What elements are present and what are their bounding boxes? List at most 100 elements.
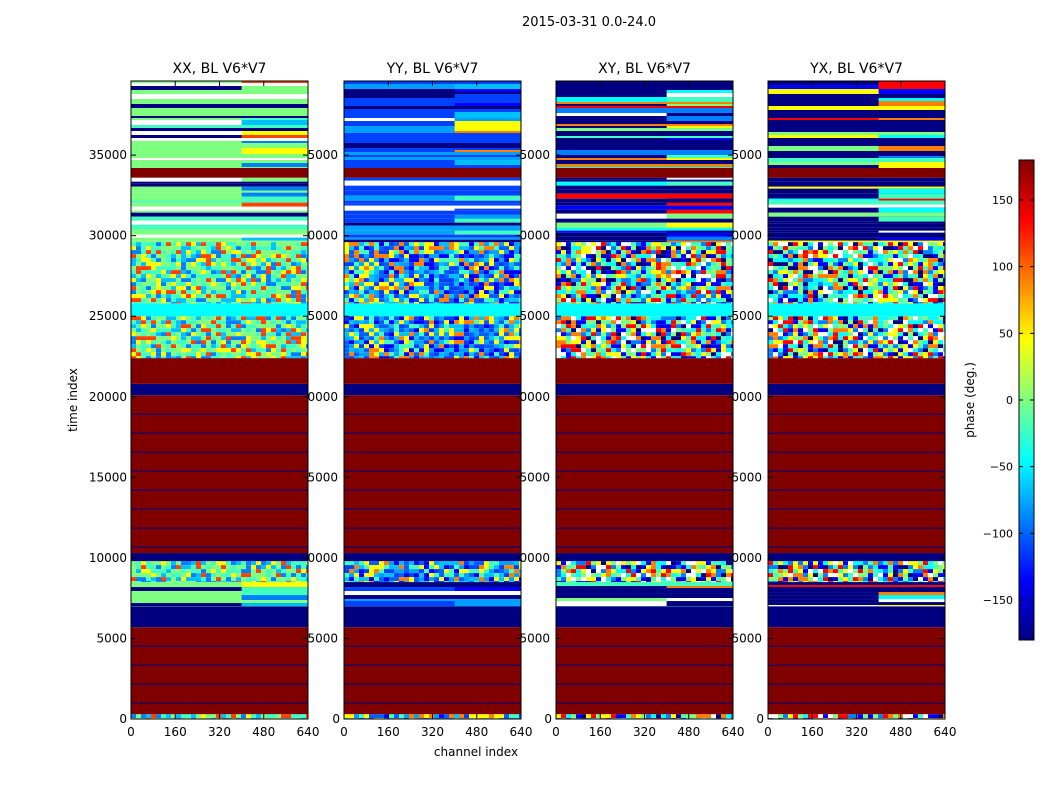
heatmap-cell [621, 282, 626, 286]
heatmap-cell [489, 294, 494, 298]
heatmap-cell [591, 340, 596, 344]
heatmap-cell [301, 344, 306, 348]
heatmap-cell [424, 278, 429, 282]
heatmap-cell [768, 336, 773, 340]
heatmap-cell [464, 290, 469, 294]
heatmap-cell [843, 561, 848, 565]
heatmap-cell [601, 332, 606, 336]
heatmap-cell [686, 344, 691, 348]
heatmap-cell [606, 242, 611, 246]
heatmap-cell [556, 294, 561, 298]
heatmap-cell [394, 286, 399, 290]
heatmap-cell [661, 340, 666, 344]
heatmap-cell [701, 258, 706, 262]
heatmap-cell [706, 266, 711, 270]
heatmap-cell [389, 274, 394, 278]
heatmap-cell [918, 348, 923, 352]
heatmap-cell [136, 332, 141, 336]
heatmap-cell [883, 348, 888, 352]
heatmap-cell [499, 278, 504, 282]
heatmap-cell [768, 344, 773, 348]
heatmap-cell [681, 286, 686, 290]
heatmap-cell [933, 573, 938, 577]
heatmap-cell [449, 262, 454, 266]
heatmap-stripe [556, 167, 733, 168]
heatmap-cell [146, 270, 151, 274]
heatmap-cell [404, 714, 409, 718]
heatmap-cell [596, 569, 601, 573]
heatmap-cell [166, 565, 171, 569]
heatmap-cell [474, 332, 479, 336]
heatmap-cell [281, 352, 286, 356]
heatmap-cell [711, 573, 716, 577]
heatmap-cell [206, 282, 211, 286]
heatmap-cell [404, 565, 409, 569]
heatmap-cell [768, 714, 773, 718]
heatmap-cell [514, 274, 519, 278]
heatmap-cell [711, 336, 716, 340]
heatmap-cell [266, 565, 271, 569]
heatmap-cell [818, 561, 823, 565]
heatmap-cell [651, 581, 656, 582]
heatmap-cell [514, 294, 519, 298]
heatmap-cell [696, 254, 701, 258]
heatmap-cell [454, 565, 459, 569]
heatmap-cell [706, 328, 711, 332]
heatmap-cell [783, 714, 788, 718]
heatmap-cell [256, 316, 261, 320]
heatmap-cell [726, 254, 731, 258]
heatmap-cell [266, 282, 271, 286]
heatmap-cell [359, 242, 364, 246]
heatmap-cell [276, 581, 281, 582]
heatmap-cell [838, 316, 843, 320]
heatmap-cell [833, 324, 838, 328]
heatmap-cell [626, 246, 631, 250]
heatmap-cell [848, 577, 853, 581]
heatmap-cell [266, 290, 271, 294]
heatmap-cell [803, 336, 808, 340]
heatmap-cell [616, 577, 621, 581]
heatmap-cell [161, 298, 166, 302]
heatmap-cell [256, 344, 261, 348]
heatmap-cell [374, 254, 379, 258]
heatmap-cell [858, 573, 863, 577]
heatmap-cell [444, 320, 449, 324]
heatmap-cell [276, 577, 281, 581]
heatmap-cell [788, 242, 793, 246]
heatmap-cell [843, 344, 848, 348]
heatmap-cell [439, 254, 444, 258]
heatmap-cell [641, 320, 646, 324]
heatmap-cell [504, 278, 509, 282]
heatmap-cell [586, 266, 591, 270]
heatmap-cell [146, 290, 151, 294]
heatmap-cell [399, 356, 404, 358]
heatmap-cell [369, 246, 374, 250]
heatmap-cell [636, 294, 641, 298]
heatmap-cell [449, 250, 454, 254]
heatmap-cell [181, 250, 186, 254]
heatmap-cell [429, 294, 434, 298]
heatmap-cell [913, 573, 918, 577]
heatmap-cell [211, 714, 216, 718]
heatmap-band [556, 553, 733, 561]
heatmap-cell [686, 274, 691, 278]
heatmap-stripe-segment [242, 193, 308, 197]
heatmap-cell [186, 302, 191, 303]
heatmap-cell [666, 302, 671, 303]
heatmap-cell [176, 262, 181, 266]
heatmap-cell [716, 569, 721, 573]
heatmap-cell [581, 262, 586, 266]
heatmap-cell [798, 569, 803, 573]
heatmap-cell [898, 344, 903, 348]
heatmap-cell [301, 573, 306, 577]
heatmap-cell [923, 242, 928, 246]
heatmap-cell [581, 254, 586, 258]
heatmap-cell [206, 294, 211, 298]
heatmap-cell [246, 336, 251, 340]
heatmap-cell [394, 282, 399, 286]
heatmap-cell [913, 569, 918, 573]
heatmap-cell [641, 242, 646, 246]
heatmap-cell [621, 270, 626, 274]
heatmap-cell [236, 254, 241, 258]
heatmap-cell [903, 328, 908, 332]
